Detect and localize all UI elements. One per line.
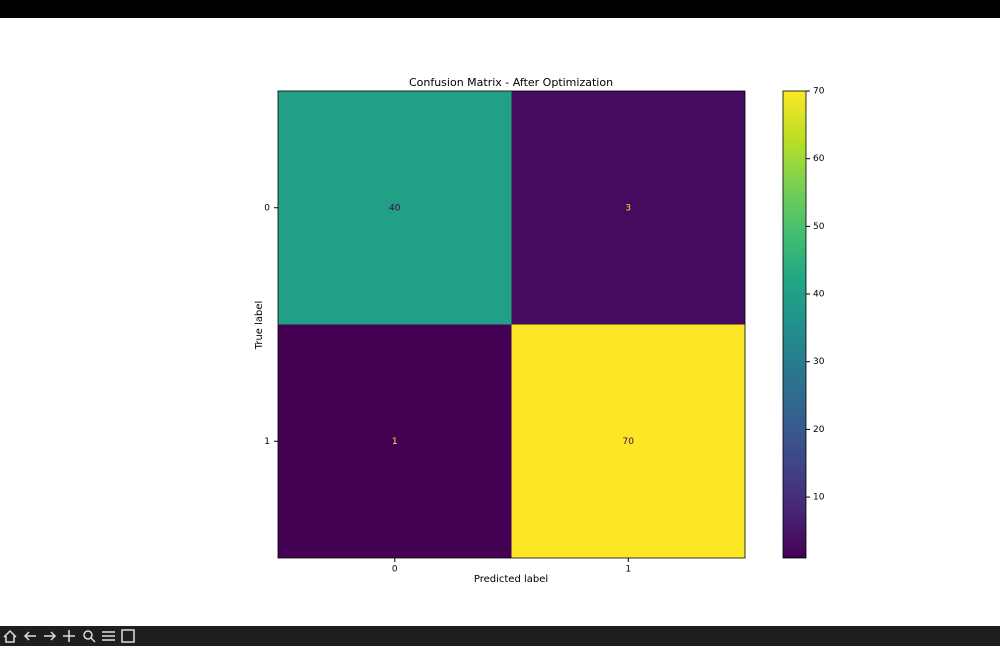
- x-axis-label: Predicted label: [474, 574, 548, 585]
- chart-title: Confusion Matrix - After Optimization: [409, 76, 613, 89]
- x-tick-label: 1: [625, 565, 631, 575]
- plot-frame: [277, 90, 746, 559]
- heatmap-cell: [278, 324, 512, 558]
- toolbar: [0, 626, 1000, 646]
- colorbar-tick-label: 30: [813, 357, 825, 367]
- title-bar: [0, 0, 1000, 18]
- y-axis-label: True label: [254, 301, 265, 351]
- heatmap-cell: [278, 91, 512, 325]
- cell-value-label: 3: [625, 203, 631, 213]
- colorbar: [782, 90, 807, 559]
- forward-button[interactable]: [44, 631, 57, 641]
- x-tick-label: 0: [392, 565, 398, 575]
- back-button[interactable]: [23, 631, 36, 641]
- pan-button[interactable]: [63, 630, 75, 642]
- colorbar-tick-label: 60: [813, 154, 825, 164]
- home-button[interactable]: [3, 629, 17, 643]
- cell-value-label: 1: [392, 437, 398, 447]
- heatmap-cell: [511, 91, 745, 325]
- colorbar-tick-label: 70: [813, 87, 825, 97]
- colorbar-tick-label: 50: [813, 222, 825, 232]
- colorbar-tick-label: 10: [813, 493, 825, 503]
- save-button[interactable]: [121, 629, 135, 643]
- heatmap-cell: [511, 324, 745, 558]
- configure-button[interactable]: [102, 631, 115, 641]
- zoom-button[interactable]: [83, 630, 96, 643]
- cell-value-label: 70: [623, 437, 635, 447]
- y-tick-label: 1: [264, 437, 270, 447]
- y-tick-label: 0: [264, 203, 270, 213]
- toolbar-icons: [3, 629, 135, 643]
- colorbar-tick-label: 20: [813, 425, 825, 435]
- cell-value-label: 40: [389, 203, 401, 213]
- colorbar-tick-label: 40: [813, 290, 825, 300]
